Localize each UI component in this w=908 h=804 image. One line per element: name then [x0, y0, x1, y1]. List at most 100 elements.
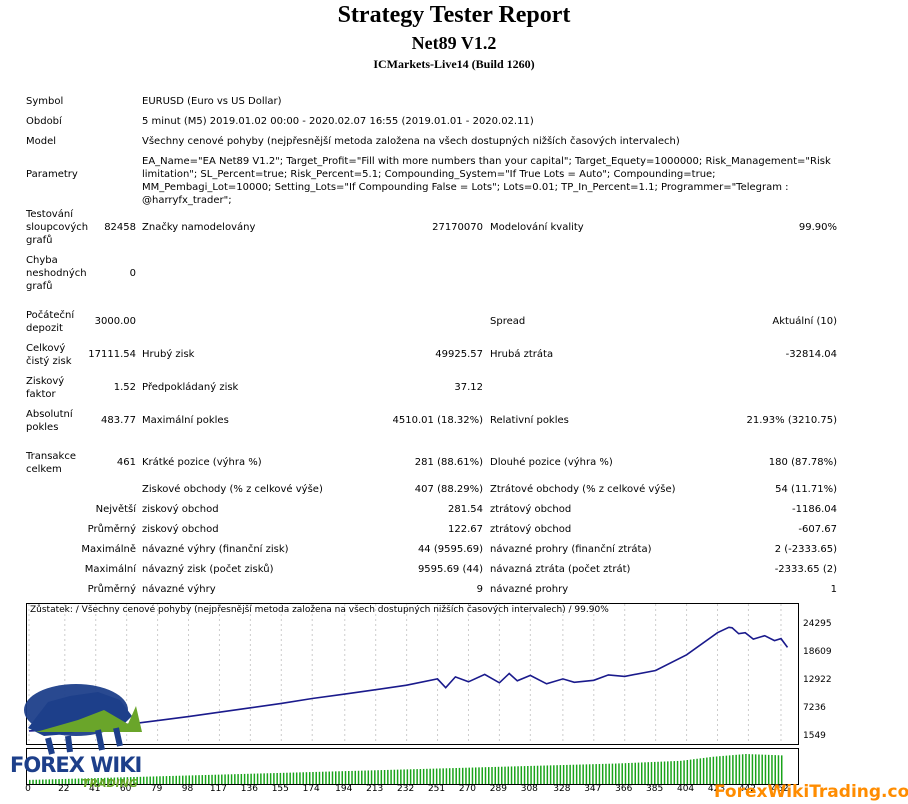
x-tick-label: 174	[302, 784, 320, 794]
volume-bar	[761, 754, 763, 784]
volume-bar	[491, 767, 493, 784]
x-tick-label: 289	[489, 784, 507, 794]
volume-bar	[55, 779, 57, 784]
volume-bar	[188, 775, 191, 784]
x-tick-label: 98	[181, 784, 194, 794]
volume-bar	[240, 774, 243, 784]
volume-bar	[556, 765, 558, 784]
volume-bar	[71, 778, 73, 784]
volume-bar	[774, 755, 776, 784]
model-label: Model	[26, 136, 57, 147]
y-tick-label: 7236	[803, 703, 826, 714]
volume-bar	[621, 763, 623, 784]
volume-bar	[195, 775, 197, 784]
volume-bar	[637, 762, 640, 784]
volume-bar	[387, 769, 389, 784]
avg-cons-win-label: návazné výhry	[142, 584, 216, 595]
volume-bar	[390, 769, 392, 784]
maximal-win-label: návazný zisk (počet zisků)	[142, 564, 274, 575]
pf-value: 1.52	[113, 382, 136, 393]
max-cons-prefix: Maximálně	[81, 544, 136, 555]
volume-bar	[777, 755, 780, 784]
avg-cons-loss-label: návazné prohry	[490, 584, 569, 595]
volume-bar	[624, 763, 627, 784]
errors-label: Chyba neshodných grafů	[26, 255, 87, 292]
volume-bar	[455, 768, 457, 784]
volume-bar	[335, 771, 337, 784]
volume-bar	[501, 766, 503, 784]
maximal-loss-label: návazná ztráta (počet ztrát)	[490, 564, 631, 575]
volume-bar	[725, 755, 728, 784]
x-tick-label: 41	[88, 784, 101, 794]
largest-win-value: 281.54	[448, 504, 483, 515]
volume-bar	[442, 768, 444, 784]
volume-chart-svg	[29, 754, 783, 784]
win-value: 407 (88.29%)	[414, 484, 483, 495]
gross-profit-value: 49925.57	[435, 349, 483, 360]
volume-bar	[292, 772, 295, 784]
volume-bar	[165, 776, 168, 784]
forex-wiki-logo	[24, 684, 142, 755]
volume-bar	[243, 773, 246, 784]
avg-loss-label: ztrátový obchod	[490, 524, 572, 535]
volume-bar	[419, 769, 422, 784]
volume-bar	[351, 770, 353, 784]
volume-bar	[507, 766, 510, 784]
volume-bar	[527, 766, 529, 784]
volume-bar	[754, 754, 757, 784]
volume-bar	[305, 772, 308, 784]
volume-bar	[400, 769, 402, 784]
volume-bar	[42, 779, 44, 784]
volume-bar	[230, 774, 233, 784]
volume-bar	[211, 774, 213, 784]
deposit-label: Počáteční depozit	[26, 310, 75, 334]
logo-sub: TRADING	[82, 777, 138, 790]
volume-bar	[81, 778, 83, 784]
volume-bar	[273, 773, 275, 784]
x-tick-label: 347	[584, 784, 602, 794]
volume-bar	[585, 764, 588, 784]
volume-bar	[650, 762, 653, 784]
balance-chart: Zůstatek: / Všechny cenové pohyby (nejpř…	[26, 603, 799, 745]
volume-bar	[325, 771, 327, 784]
volume-bar	[120, 777, 122, 784]
spread-value: Aktuální (10)	[772, 316, 837, 327]
quality-label: Modelování kvality	[490, 222, 584, 233]
volume-bar	[247, 773, 249, 784]
volume-bar	[250, 773, 252, 784]
volume-bar	[751, 754, 754, 784]
x-tick-label: 423	[707, 784, 726, 794]
volume-bar	[312, 772, 314, 784]
ticks-value: 27170070	[432, 222, 483, 233]
volume-bar	[546, 765, 549, 784]
volume-bar	[540, 765, 542, 784]
volume-bar	[663, 761, 666, 784]
max-cons-loss-label: návazné prohry (finanční ztráta)	[490, 544, 652, 555]
volume-bar	[126, 777, 129, 784]
volume-bar	[657, 761, 659, 784]
volume-bar	[344, 771, 347, 784]
volume-bar	[631, 762, 633, 784]
x-tick-label: 251	[427, 784, 446, 794]
y-tick-label: 1549	[803, 731, 826, 741]
x-tick-label: 117	[209, 784, 228, 794]
volume-bar	[572, 764, 575, 784]
volume-bar	[673, 761, 676, 784]
volume-bar	[263, 773, 265, 784]
volume-bar	[416, 769, 418, 784]
volume-bar	[133, 777, 135, 784]
volume-bar	[598, 764, 601, 784]
long-value: 180 (87.78%)	[768, 457, 837, 468]
volume-bar	[328, 771, 330, 784]
bars-value: 82458	[104, 222, 136, 233]
x-tick-label: 0	[25, 784, 31, 794]
volume-bar	[367, 770, 370, 784]
volume-bar	[185, 775, 187, 784]
params-value: EA_Name="EA Net89 V1.2"; Target_Profit="…	[142, 156, 831, 206]
volume-bar	[178, 775, 181, 784]
volume-bar	[702, 757, 705, 784]
volume-bar	[286, 772, 288, 784]
volume-bar	[113, 777, 116, 784]
volume-bar	[383, 770, 386, 784]
volume-bar	[191, 775, 194, 784]
